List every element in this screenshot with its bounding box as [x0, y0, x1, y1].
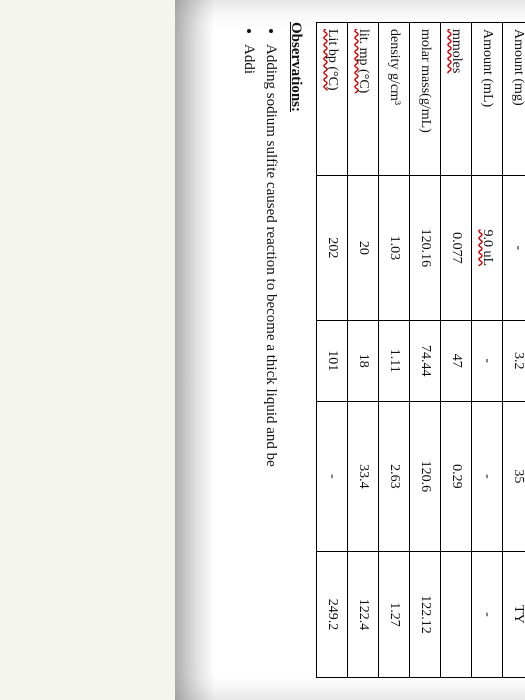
- table-cell: 74.44: [409, 320, 440, 401]
- table-cell: Amount (mL): [471, 23, 502, 176]
- list-item: Addi: [239, 44, 259, 678]
- table-row: mmoles 0.077 47 0.29: [440, 23, 471, 678]
- table-cell: Lit bp (°C): [316, 23, 347, 176]
- table-row: Lit bp (°C) 202 101 - 249.2: [316, 23, 347, 678]
- table-cell: 9.0 uL: [471, 176, 502, 321]
- list-item: Adding sodium sulfite caused reaction to…: [261, 44, 281, 678]
- table-cell: 47: [440, 320, 471, 401]
- table-cell: 249.2: [316, 551, 347, 677]
- table-cell: -: [471, 320, 502, 401]
- table-row: Amount (mg) - 3.2 35 TY: [502, 23, 525, 678]
- table-cell: 33.4: [347, 401, 378, 551]
- observations-list: Adding sodium sulfite caused reaction to…: [239, 44, 282, 678]
- table-cell: density g/cm³: [378, 23, 409, 176]
- table-cell: 0.077: [440, 176, 471, 321]
- table-cell: lit. mp (°C): [347, 23, 378, 176]
- table-cell: 20: [347, 176, 378, 321]
- table-cell: 18: [347, 320, 378, 401]
- observations-heading: Observations:: [286, 22, 306, 678]
- table-cell: TY: [502, 551, 525, 677]
- table-row: molar mass(g/mL) 120.16 74.44 120.6 122.…: [409, 23, 440, 678]
- table-cell: mmoles: [440, 23, 471, 176]
- table-cell: 122.4: [347, 551, 378, 677]
- table-cell: -: [471, 551, 502, 677]
- table-cell: -: [316, 401, 347, 551]
- table-cell: 120.16: [409, 176, 440, 321]
- table-cell: molar mass(g/mL): [409, 23, 440, 176]
- table-cell: 101: [316, 320, 347, 401]
- bottom-shadow: [175, 0, 215, 700]
- table-cell: 1.27: [378, 551, 409, 677]
- table-cell: 2.63: [378, 401, 409, 551]
- table-cell: 1.03: [378, 176, 409, 321]
- table-row: Amount (mL) 9.0 uL - - -: [471, 23, 502, 678]
- table-cell: -: [502, 176, 525, 321]
- table-cell: 0.29: [440, 401, 471, 551]
- table-cell: 122.12: [409, 551, 440, 677]
- data-table: Acetophenone NaOCl Sodium Sulfite Benzoi…: [316, 22, 525, 678]
- table-cell: 1.11: [378, 320, 409, 401]
- document-content: Data and Results: Acetophenone NaOCl Sod…: [239, 0, 525, 700]
- table-cell: 35: [502, 401, 525, 551]
- table-cell: 202: [316, 176, 347, 321]
- table-cell: Amount (mg): [502, 23, 525, 176]
- table-row: lit. mp (°C) 20 18 33.4 122.4: [347, 23, 378, 678]
- table-cell: 3.2: [502, 320, 525, 401]
- table-cell: -: [471, 401, 502, 551]
- table-row: density g/cm³ 1.03 1.11 2.63 1.27: [378, 23, 409, 678]
- table-cell: [440, 551, 471, 677]
- table-cell: 120.6: [409, 401, 440, 551]
